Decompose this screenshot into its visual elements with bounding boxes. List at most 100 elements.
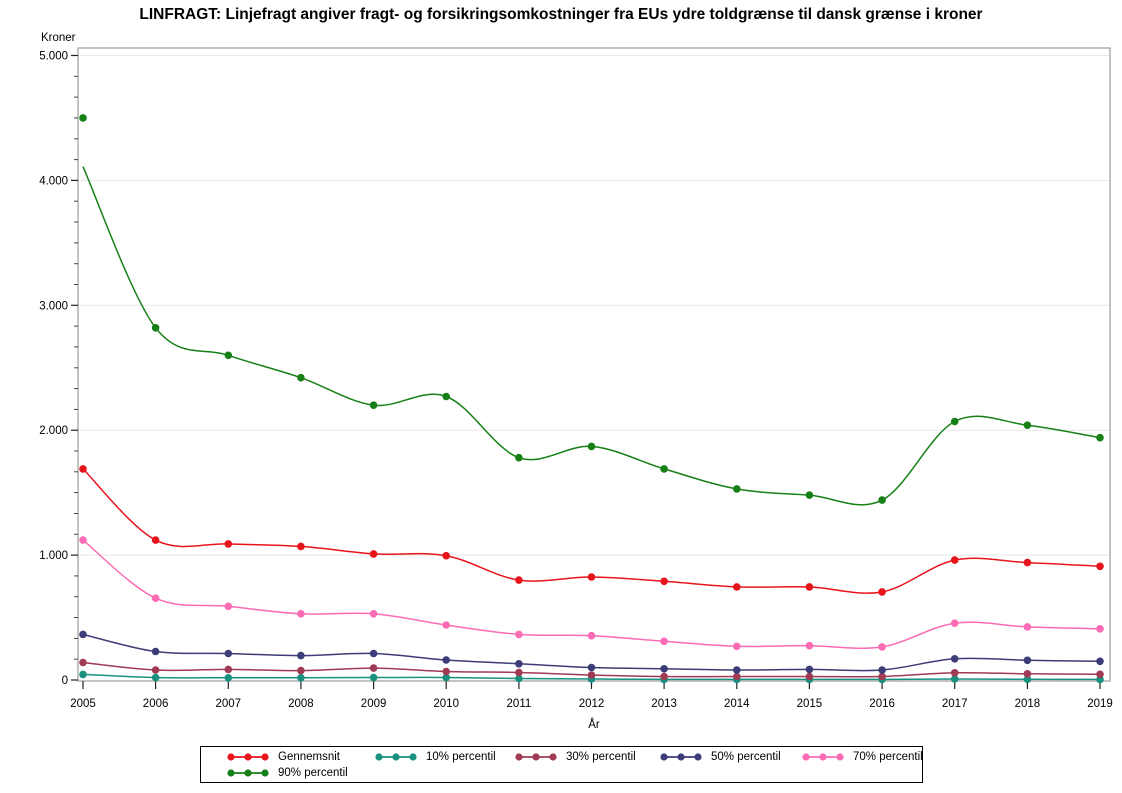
data-point-70-percentil — [297, 610, 305, 618]
data-point-30-percentil — [1023, 670, 1032, 678]
x-tick-label: 2010 — [433, 698, 459, 710]
data-point-30-percentil — [1096, 670, 1104, 679]
data-point-gennemsnit — [805, 583, 814, 591]
data-point-50-percentil — [878, 666, 886, 674]
x-tick-label: 2014 — [724, 698, 750, 710]
x-tick-label: 2016 — [869, 698, 895, 710]
data-point-gennemsnit — [515, 576, 523, 584]
data-point-90-percentil — [950, 417, 959, 426]
data-point-90-percentil — [1023, 421, 1032, 430]
y-axis-title: Kroner — [41, 32, 76, 44]
legend-marker-30-percentil — [515, 753, 557, 761]
data-point-gennemsnit — [878, 588, 886, 596]
data-point-gennemsnit — [442, 551, 451, 560]
series-line-90-percentil — [82, 166, 1101, 506]
data-point-10-percentil — [369, 673, 378, 682]
data-point-50-percentil — [805, 665, 814, 674]
x-tick-label: 2006 — [143, 698, 169, 710]
data-point-30-percentil — [442, 667, 451, 676]
data-point-90-percentil — [805, 491, 814, 499]
x-tick-label: 2005 — [70, 698, 96, 710]
data-point-50-percentil — [224, 649, 233, 658]
x-tick-label: 2009 — [361, 698, 387, 710]
y-tick-label: 5.000 — [39, 51, 68, 63]
legend-label-gennemsnit: Gennemsnit — [278, 751, 341, 763]
legend-marker-gennemsnit — [227, 753, 269, 761]
data-point-70-percentil — [1096, 625, 1104, 633]
data-point-70-percentil — [660, 637, 668, 646]
data-point-30-percentil — [878, 672, 886, 681]
data-point-90-percentil — [733, 485, 741, 493]
data-point-70-percentil — [442, 621, 451, 629]
data-point-90-percentil — [224, 351, 233, 360]
data-point-30-percentil — [369, 664, 378, 672]
data-point-10-percentil — [442, 673, 451, 682]
data-point-30-percentil — [733, 672, 741, 681]
data-point-70-percentil — [515, 630, 523, 639]
legend-entry-10-percentil: 10% percentil — [374, 751, 514, 763]
plot-frame — [77, 47, 1111, 682]
data-point-30-percentil — [515, 668, 523, 677]
data-point-50-percentil — [515, 660, 523, 668]
data-point-gennemsnit — [1096, 562, 1104, 571]
data-point-50-percentil — [1096, 657, 1104, 666]
data-point-gennemsnit — [79, 465, 87, 473]
data-point-50-percentil — [151, 647, 160, 656]
y-tick-label: 2.000 — [39, 425, 68, 437]
data-point-90-percentil — [878, 496, 886, 504]
legend-label-90-percentil: 90% percentil — [278, 767, 348, 779]
data-point-70-percentil — [151, 594, 160, 602]
data-point-10-percentil — [79, 670, 87, 679]
data-point-gennemsnit — [660, 577, 668, 586]
data-point-90-percentil — [660, 465, 668, 473]
legend-marker-50-percentil — [660, 753, 702, 761]
legend-label-10-percentil: 10% percentil — [426, 751, 496, 763]
data-point-90-percentil — [515, 453, 523, 462]
legend-label-30-percentil: 30% percentil — [566, 751, 636, 763]
x-tick-label: 2019 — [1087, 698, 1113, 710]
data-point-90-percentil — [587, 442, 596, 451]
x-axis-title: År — [588, 719, 600, 731]
data-point-50-percentil — [297, 651, 305, 660]
data-point-gennemsnit — [733, 583, 741, 591]
data-point-30-percentil — [660, 672, 668, 681]
y-tick-label: 4.000 — [39, 175, 68, 187]
data-point-10-percentil — [515, 674, 523, 683]
data-point-90-percentil — [442, 392, 451, 401]
x-tick-label: 2012 — [579, 698, 605, 710]
data-point-30-percentil — [805, 672, 814, 681]
data-point-70-percentil — [950, 619, 959, 627]
data-point-gennemsnit — [369, 550, 378, 558]
data-point-gennemsnit — [950, 556, 959, 564]
y-tick-label: 0 — [62, 675, 68, 687]
data-point-50-percentil — [369, 649, 378, 658]
data-point-50-percentil — [442, 656, 451, 664]
data-point-10-percentil — [950, 675, 959, 683]
data-point-30-percentil — [151, 666, 160, 674]
x-tick-label: 2015 — [797, 698, 823, 710]
data-point-10-percentil — [224, 674, 233, 682]
data-point-70-percentil — [805, 641, 814, 650]
legend-marker-70-percentil — [802, 753, 844, 761]
data-point-50-percentil — [1023, 656, 1032, 665]
y-tick-label: 1.000 — [39, 550, 68, 562]
data-point-70-percentil — [369, 610, 378, 618]
legend-entry-90-percentil: 90% percentil — [226, 767, 374, 779]
chart-title: LINFRAGT: Linjefragt angiver fragt- og f… — [139, 6, 983, 23]
data-point-50-percentil — [950, 655, 959, 663]
data-point-50-percentil — [587, 663, 596, 672]
data-point-90-percentil — [297, 373, 305, 382]
x-tick-label: 2007 — [216, 698, 242, 710]
data-point-70-percentil — [1023, 623, 1032, 631]
data-point-90-percentil — [151, 324, 160, 332]
x-tick-label: 2011 — [507, 698, 532, 710]
data-point-30-percentil — [587, 671, 596, 679]
data-point-30-percentil — [950, 669, 959, 677]
data-point-70-percentil — [587, 631, 596, 640]
data-point-70-percentil — [733, 642, 741, 651]
x-tick-label: 2013 — [651, 698, 677, 710]
data-point-30-percentil — [224, 665, 233, 674]
data-point-10-percentil — [1023, 675, 1032, 684]
x-tick-label: 2008 — [288, 698, 314, 710]
